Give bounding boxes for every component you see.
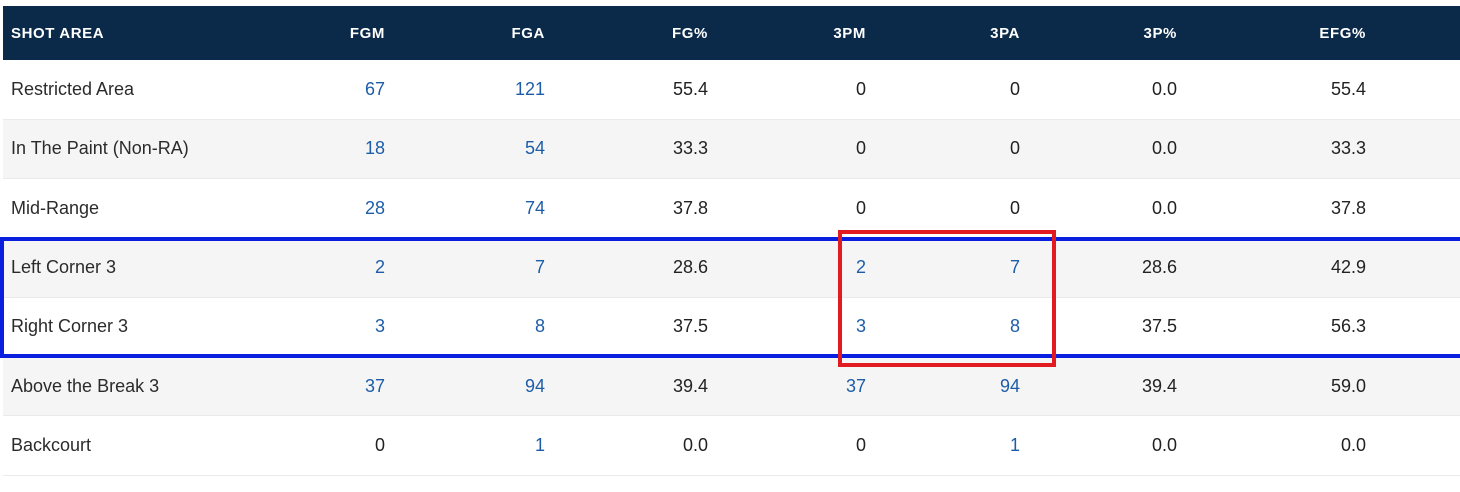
cell-area: Right Corner 3 <box>11 316 129 337</box>
cell-3pa: 0 <box>1009 197 1020 218</box>
cell-fgm-link[interactable]: 28 <box>364 197 385 218</box>
cell-area: Restricted Area <box>11 78 135 99</box>
cell-spacer <box>1366 238 1460 297</box>
header-3pa[interactable]: 3PA <box>990 24 1020 42</box>
cell-fgm: 0 <box>374 434 385 455</box>
cell-3pa-link[interactable]: 1 <box>1009 434 1020 455</box>
cell-3pm-link[interactable]: 37 <box>845 375 866 396</box>
cell-3pm: 0 <box>855 434 866 455</box>
cell-3pa: 0 <box>1009 138 1020 159</box>
cell-fg-pct: 39.4 <box>672 375 708 396</box>
cell-3p-pct: 39.4 <box>1141 375 1177 396</box>
cell-area: Mid-Range <box>11 197 100 218</box>
cell-fga-link[interactable]: 8 <box>534 316 545 337</box>
cell-fgm-link[interactable]: 2 <box>374 257 385 278</box>
cell-3pa-link[interactable]: 8 <box>1009 316 1020 337</box>
cell-spacer <box>1366 356 1460 415</box>
cell-area: Left Corner 3 <box>11 257 117 278</box>
header-fga[interactable]: FGA <box>511 24 545 42</box>
cell-fg-pct: 33.3 <box>672 138 708 159</box>
cell-efg-pct: 0.0 <box>1340 434 1366 455</box>
cell-3pm: 0 <box>855 197 866 218</box>
cell-spacer <box>1366 297 1460 356</box>
cell-fg-pct: 55.4 <box>672 78 708 99</box>
cell-fga-link[interactable]: 7 <box>534 257 545 278</box>
header-spacer <box>1366 6 1460 60</box>
cell-fga-link[interactable]: 1 <box>534 434 545 455</box>
cell-3p-pct: 37.5 <box>1141 316 1177 337</box>
cell-efg-pct: 42.9 <box>1330 257 1366 278</box>
cell-3pm-link[interactable]: 3 <box>855 316 866 337</box>
cell-efg-pct: 59.0 <box>1330 375 1366 396</box>
cell-fga-link[interactable]: 74 <box>524 197 545 218</box>
cell-fgm-link[interactable]: 37 <box>364 375 385 396</box>
cell-fg-pct: 37.5 <box>672 316 708 337</box>
table-header-row: SHOT AREA FGM FGA FG% 3PM 3PA 3P% EFG% <box>3 6 1460 60</box>
header-3pm[interactable]: 3PM <box>833 24 866 42</box>
cell-fga-link[interactable]: 94 <box>524 375 545 396</box>
cell-spacer <box>1366 119 1460 178</box>
cell-fga-link[interactable]: 54 <box>524 138 545 159</box>
header-3p-pct[interactable]: 3P% <box>1143 24 1177 42</box>
cell-fg-pct: 0.0 <box>682 434 708 455</box>
header-efg-pct[interactable]: EFG% <box>1319 24 1366 42</box>
cell-3pa-link[interactable]: 94 <box>999 375 1020 396</box>
table-row: Mid-Range 28 74 37.8 0 0 0.0 37.8 <box>3 178 1460 238</box>
header-fg-pct[interactable]: FG% <box>672 24 708 42</box>
cell-efg-pct: 33.3 <box>1330 138 1366 159</box>
cell-3p-pct: 0.0 <box>1151 78 1177 99</box>
cell-fgm-link[interactable]: 3 <box>374 316 385 337</box>
table-row: Right Corner 3 3 8 37.5 3 8 37.5 56.3 <box>3 297 1460 357</box>
cell-3pm: 0 <box>855 78 866 99</box>
table-row: Above the Break 3 37 94 39.4 37 94 39.4 … <box>3 356 1460 416</box>
table-row: Left Corner 3 2 7 28.6 2 7 28.6 42.9 <box>3 237 1460 298</box>
cell-spacer <box>1366 179 1460 238</box>
cell-efg-pct: 56.3 <box>1330 316 1366 337</box>
cell-3p-pct: 0.0 <box>1151 197 1177 218</box>
header-fgm[interactable]: FGM <box>349 24 385 42</box>
table-row: Backcourt 0 1 0.0 0 1 0.0 0.0 <box>3 415 1460 476</box>
cell-area: Backcourt <box>11 434 92 455</box>
cell-area: In The Paint (Non-RA) <box>11 138 189 159</box>
cell-spacer <box>1366 60 1460 119</box>
cell-3pa-link[interactable]: 7 <box>1009 257 1020 278</box>
cell-3p-pct: 28.6 <box>1141 257 1177 278</box>
table-row: In The Paint (Non-RA) 18 54 33.3 0 0 0.0… <box>3 119 1460 179</box>
cell-3p-pct: 0.0 <box>1151 138 1177 159</box>
cell-spacer <box>1366 416 1460 475</box>
table-row: Restricted Area 67 121 55.4 0 0 0.0 55.4 <box>3 60 1460 120</box>
shot-area-table: SHOT AREA FGM FGA FG% 3PM 3PA 3P% EFG% R… <box>3 6 1460 476</box>
cell-fgm-link[interactable]: 67 <box>364 78 385 99</box>
cell-area: Above the Break 3 <box>11 375 160 396</box>
cell-efg-pct: 37.8 <box>1330 197 1366 218</box>
cell-efg-pct: 55.4 <box>1330 78 1366 99</box>
cell-3p-pct: 0.0 <box>1151 434 1177 455</box>
cell-fgm-link[interactable]: 18 <box>364 138 385 159</box>
cell-fg-pct: 28.6 <box>672 257 708 278</box>
header-shot-area[interactable]: SHOT AREA <box>11 24 105 42</box>
cell-fga-link[interactable]: 121 <box>514 78 545 99</box>
cell-fg-pct: 37.8 <box>672 197 708 218</box>
cell-3pa: 0 <box>1009 78 1020 99</box>
cell-3pm: 0 <box>855 138 866 159</box>
cell-3pm-link[interactable]: 2 <box>855 257 866 278</box>
